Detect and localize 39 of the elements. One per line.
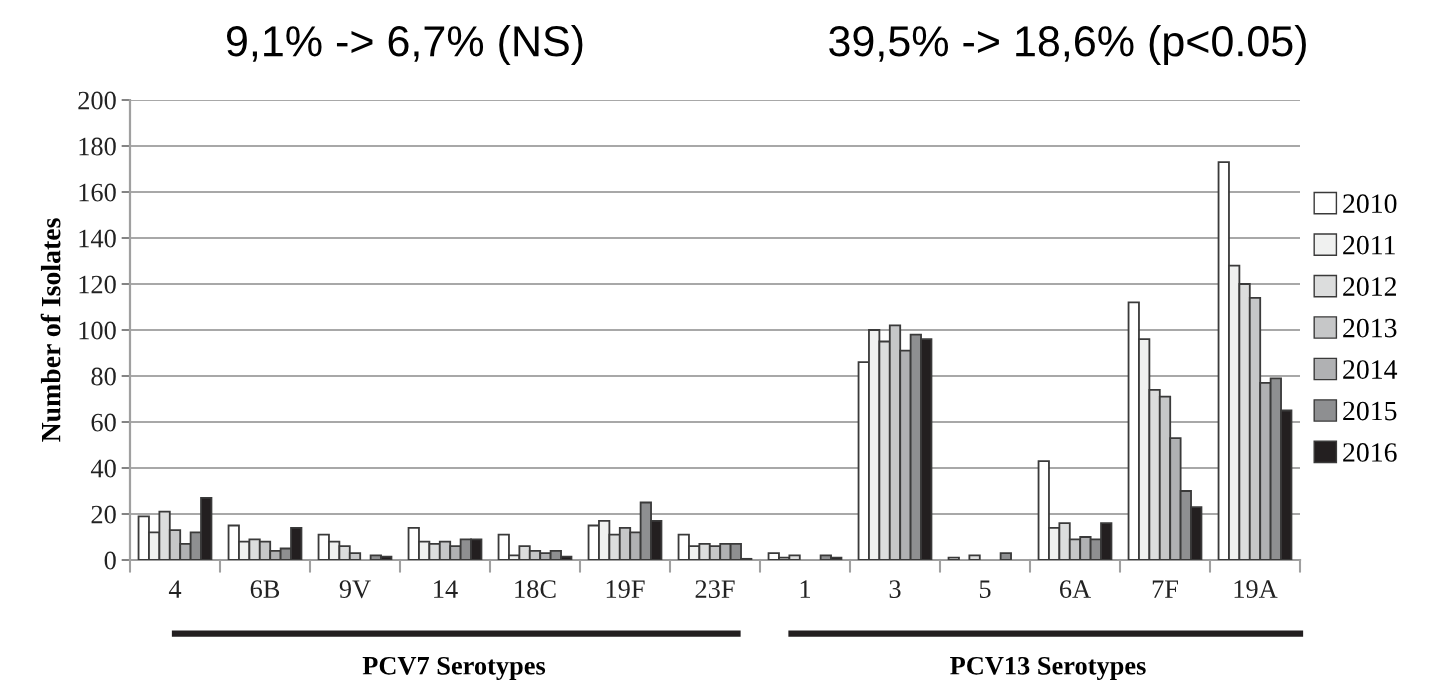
x-tick-label: 19F (606, 580, 645, 599)
x-tick-label: 14 (434, 580, 458, 598)
x-tick-label: 4 (168, 580, 182, 598)
x-tick-label: 6B (250, 580, 280, 599)
x-tick-label: 19A (1234, 580, 1278, 599)
text: 39,5% -> 18,6% (p<0.05) (829, 24, 1306, 66)
text: PCV7 Serotypes (362, 656, 546, 681)
y-tick-label: 160 (79, 183, 116, 202)
legend-label: 2013 (1343, 318, 1397, 338)
y-tick-label: 80 (91, 367, 116, 386)
y-tick-label: 180 (79, 137, 116, 156)
x-tick-label: 7F (1152, 580, 1178, 598)
legend-label: 2014 (1343, 360, 1398, 379)
y-tick-label: 40 (90, 459, 116, 478)
x-tick-label: 6A (1060, 580, 1091, 599)
text: 9,1% -> 6,7% (NS) (226, 24, 583, 66)
y-axis-title: Number of Isolates (40, 218, 61, 442)
bar (968, 554, 981, 560)
legend-label: 2016 (1343, 443, 1397, 462)
y-tick-label: 20 (91, 505, 116, 524)
y-tick-label: 140 (79, 229, 116, 248)
x-tick-label: 18C (515, 580, 556, 599)
bar (947, 556, 960, 560)
y-tick-label: 100 (79, 321, 116, 340)
y-tick-label: 60 (91, 413, 116, 432)
y-tick-label: 200 (78, 91, 116, 110)
legend-label: 2015 (1343, 401, 1397, 421)
x-tick-label: 3 (889, 580, 901, 599)
x-tick-label: 5 (979, 580, 991, 599)
legend-label: 2010 (1343, 194, 1397, 214)
legend-label: 2011 (1343, 235, 1395, 255)
x-tick-label: 1 (800, 580, 811, 598)
text: PCV13 Serotypes (950, 656, 1146, 681)
legend-label: 2012 (1343, 277, 1396, 296)
x-tick-label: 9V (339, 580, 371, 599)
x-tick-label: 23F (695, 580, 735, 599)
y-tick-label: 120 (79, 275, 116, 294)
y-tick-label: 0 (104, 551, 116, 570)
bar (999, 552, 1012, 560)
